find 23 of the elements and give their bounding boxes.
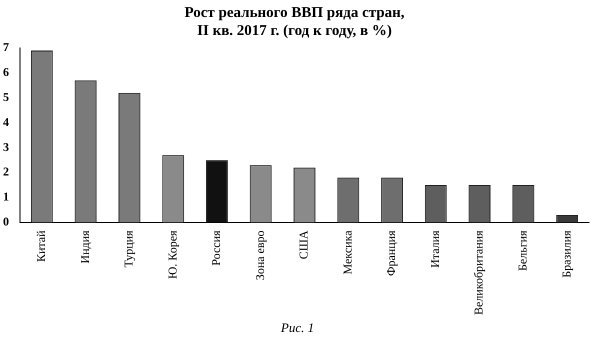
x-tick-label: США <box>296 230 311 260</box>
y-tick-label: 3 <box>3 140 9 154</box>
x-tick-label: Ю. Корея <box>165 230 180 280</box>
text: Рис. 1 <box>280 320 316 336</box>
x-tick-label: Великобритания <box>472 230 486 316</box>
x-tick-label: Бразилия <box>559 230 574 278</box>
chart-title: Рост реального ВВП ряда стран, II кв. 2017 г. (год к году, в %) <box>184 4 405 39</box>
x-tick-label: Турция <box>122 230 136 268</box>
y-tick-label: 7 <box>3 40 9 54</box>
x-tick-label: Китай <box>34 230 48 262</box>
y-tick-label: 6 <box>3 65 9 80</box>
x-tick-label: Индия <box>78 230 92 264</box>
x-tick-label: Мексика <box>340 230 354 275</box>
y-tick-label: 0 <box>3 214 9 229</box>
y-tick-label: 5 <box>3 90 9 104</box>
y-tick-label: 2 <box>3 164 9 179</box>
x-tick-label: Италия <box>428 230 442 268</box>
x-tick-label: Франция <box>384 230 398 276</box>
y-tick-label: 1 <box>3 190 9 204</box>
x-tick-label: Зона евро <box>252 230 267 280</box>
x-tick-label: Бельгия <box>516 230 530 271</box>
y-tick-label: 4 <box>3 114 9 129</box>
x-tick-label: Россия <box>209 230 224 266</box>
